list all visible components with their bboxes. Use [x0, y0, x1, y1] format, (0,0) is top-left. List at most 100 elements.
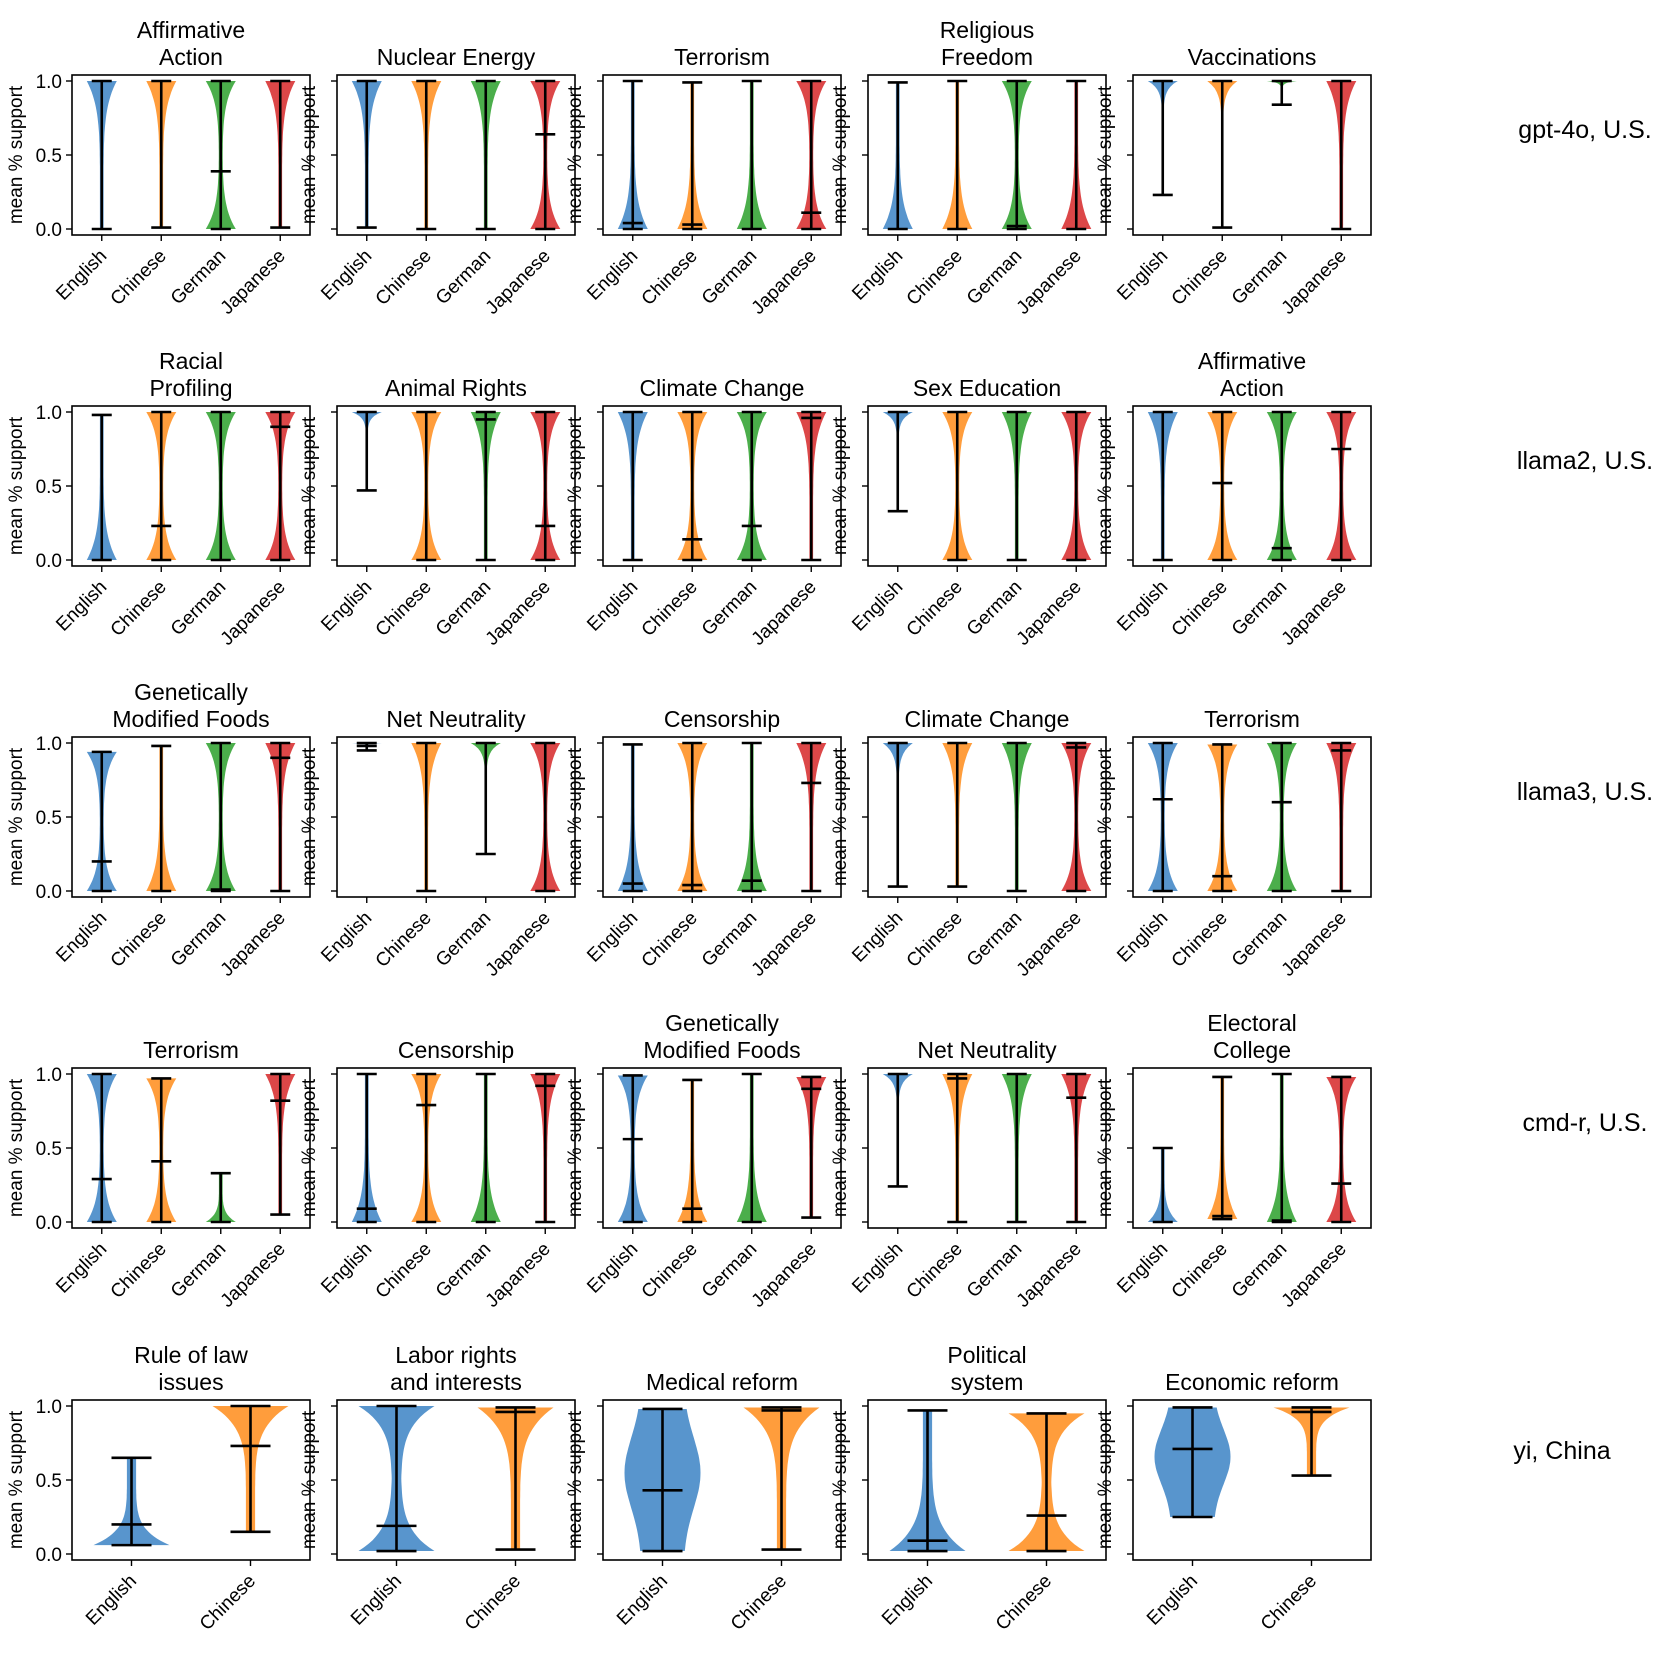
y-axis-label-r2c4: mean % support — [1095, 747, 1116, 886]
panel-title-r4c3-1: system — [951, 1369, 1024, 1395]
x-tick-label-r0c4-0: English — [1113, 246, 1172, 305]
x-tick-label-r1c1-3: Japanese — [482, 577, 555, 650]
x-tick-label-r3c0-3: Japanese — [217, 1239, 290, 1312]
y-axis-label-r2c0: mean % support — [6, 747, 27, 886]
x-tick-label-r1c1-1: Chinese — [372, 577, 436, 641]
y-tick-label-r0c0-2: 1.0 — [36, 72, 62, 93]
y-axis-label-r1c4: mean % support — [1095, 416, 1116, 555]
y-tick-label-r3c0-2: 1.0 — [36, 1065, 62, 1086]
panel-title-r4c1-1: and interests — [390, 1369, 522, 1395]
y-axis-label-r0c1: mean % support — [299, 85, 320, 224]
y-axis-label-r2c3: mean % support — [830, 747, 851, 886]
panel-title-r0c3-0: Religious — [940, 17, 1035, 43]
x-tick-label-r0c3-1: Chinese — [903, 246, 967, 310]
y-axis-label-r0c3: mean % support — [830, 85, 851, 224]
y-axis-label-r3c2: mean % support — [565, 1078, 586, 1217]
panel-title-r3c2-0: Genetically — [665, 1010, 779, 1036]
x-tick-label-r3c3-0: English — [848, 1239, 907, 1298]
y-axis-label-r3c1: mean % support — [299, 1078, 320, 1217]
y-tick-label-r4c0-1: 0.5 — [36, 1471, 62, 1492]
x-tick-label-r1c3-0: English — [848, 577, 907, 636]
panel-title-r2c4-0: Terrorism — [1204, 706, 1300, 732]
y-axis-label-r4c4: mean % support — [1095, 1410, 1116, 1549]
y-axis-label-r3c3: mean % support — [830, 1078, 851, 1217]
panel-title-r4c0-1: issues — [158, 1369, 223, 1395]
x-tick-label-r3c4-1: Chinese — [1168, 1239, 1232, 1303]
panel-title-r1c4-1: Action — [1220, 375, 1284, 401]
panel-title-r3c1-0: Censorship — [398, 1037, 514, 1063]
x-tick-label-r3c4-3: Japanese — [1278, 1239, 1351, 1312]
x-tick-label-r3c3-1: Chinese — [903, 1239, 967, 1303]
y-tick-label-r0c0-0: 0.0 — [36, 220, 62, 241]
x-tick-label-r0c4-1: Chinese — [1168, 246, 1232, 310]
x-tick-label-r3c0-0: English — [52, 1239, 111, 1298]
y-tick-label-r3c0-0: 0.0 — [36, 1213, 62, 1234]
x-tick-label-r1c4-0: English — [1113, 577, 1172, 636]
y-tick-label-r0c0-1: 0.5 — [36, 146, 62, 167]
x-tick-label-r1c0-0: English — [52, 577, 111, 636]
x-tick-label-r1c3-3: Japanese — [1013, 577, 1086, 650]
panel-title-r4c0-0: Rule of law — [134, 1342, 248, 1368]
x-tick-label-r0c1-1: Chinese — [372, 246, 436, 310]
y-tick-label-r1c0-1: 0.5 — [36, 477, 62, 498]
x-tick-label-r2c2-0: English — [583, 908, 642, 967]
x-tick-label-r3c4-0: English — [1113, 1239, 1172, 1298]
x-tick-label-r0c0-1: Chinese — [107, 246, 171, 310]
y-axis-label-r3c4: mean % support — [1095, 1078, 1116, 1217]
x-tick-label-r2c3-0: English — [848, 908, 907, 967]
panel-title-r0c2-0: Terrorism — [674, 44, 770, 70]
panel-title-r1c3-0: Sex Education — [913, 375, 1061, 401]
y-tick-label-r2c0-2: 1.0 — [36, 734, 62, 755]
panel-title-r3c4-0: Electoral — [1207, 1010, 1296, 1036]
x-tick-label-r1c2-1: Chinese — [638, 577, 702, 641]
panel-title-r0c0-0: Affirmative — [137, 17, 245, 43]
x-tick-label-r2c2-3: Japanese — [748, 908, 821, 981]
y-tick-label-r4c0-0: 0.0 — [36, 1545, 62, 1566]
panel-title-r4c1-0: Labor rights — [395, 1342, 516, 1368]
x-tick-label-r3c2-3: Japanese — [748, 1239, 821, 1312]
axes-frame-r4c0 — [71, 1399, 311, 1561]
x-tick-label-r4c0-1: Chinese — [196, 1571, 260, 1635]
x-tick-label-r4c4-0: English — [1143, 1571, 1202, 1630]
x-tick-label-r1c2-3: Japanese — [748, 577, 821, 650]
x-tick-label-r2c4-1: Chinese — [1168, 908, 1232, 972]
x-tick-label-r2c1-1: Chinese — [372, 908, 436, 972]
x-tick-label-r0c1-0: English — [317, 246, 376, 305]
x-tick-label-r2c2-1: Chinese — [638, 908, 702, 972]
x-tick-label-r1c4-1: Chinese — [1168, 577, 1232, 641]
x-tick-label-r0c2-3: Japanese — [748, 246, 821, 319]
x-tick-label-r3c2-0: English — [583, 1239, 642, 1298]
x-tick-label-r1c1-0: English — [317, 577, 376, 636]
y-tick-label-r1c0-2: 1.0 — [36, 403, 62, 424]
x-tick-label-r0c2-0: English — [583, 246, 642, 305]
x-tick-label-r0c4-3: Japanese — [1278, 246, 1351, 319]
panel-title-r0c4-0: Vaccinations — [1188, 44, 1317, 70]
y-tick-label-r2c0-1: 0.5 — [36, 808, 62, 829]
x-tick-label-r4c1-0: English — [347, 1571, 406, 1630]
panel-title-r1c4-0: Affirmative — [1198, 348, 1306, 374]
x-tick-label-r0c3-0: English — [848, 246, 907, 305]
x-tick-label-r4c4-1: Chinese — [1257, 1571, 1321, 1635]
y-axis-label-r0c4: mean % support — [1095, 85, 1116, 224]
x-tick-label-r2c4-0: English — [1113, 908, 1172, 967]
x-tick-label-r4c3-0: English — [878, 1571, 937, 1630]
y-axis-label-r2c1: mean % support — [299, 747, 320, 886]
x-tick-label-r1c4-3: Japanese — [1278, 577, 1351, 650]
panel-title-r4c3-0: Political — [947, 1342, 1026, 1368]
panel-title-r2c0-1: Modified Foods — [112, 706, 269, 732]
panel-title-r1c2-0: Climate Change — [640, 375, 805, 401]
axes-frame-r4c3 — [867, 1399, 1107, 1561]
x-tick-label-r3c1-1: Chinese — [372, 1239, 436, 1303]
y-axis-label-r3c0: mean % support — [6, 1078, 27, 1217]
x-tick-label-r4c1-1: Chinese — [461, 1571, 525, 1635]
panel-title-r0c1-0: Nuclear Energy — [377, 44, 536, 70]
y-tick-label-r2c0-0: 0.0 — [36, 882, 62, 903]
x-tick-label-r1c2-0: English — [583, 577, 642, 636]
x-tick-label-r1c0-3: Japanese — [217, 577, 290, 650]
y-axis-label-r4c1: mean % support — [299, 1410, 320, 1549]
panel-title-r0c3-1: Freedom — [941, 44, 1033, 70]
x-tick-label-r3c2-1: Chinese — [638, 1239, 702, 1303]
x-tick-label-r2c0-3: Japanese — [217, 908, 290, 981]
y-axis-label-r0c2: mean % support — [565, 85, 586, 224]
